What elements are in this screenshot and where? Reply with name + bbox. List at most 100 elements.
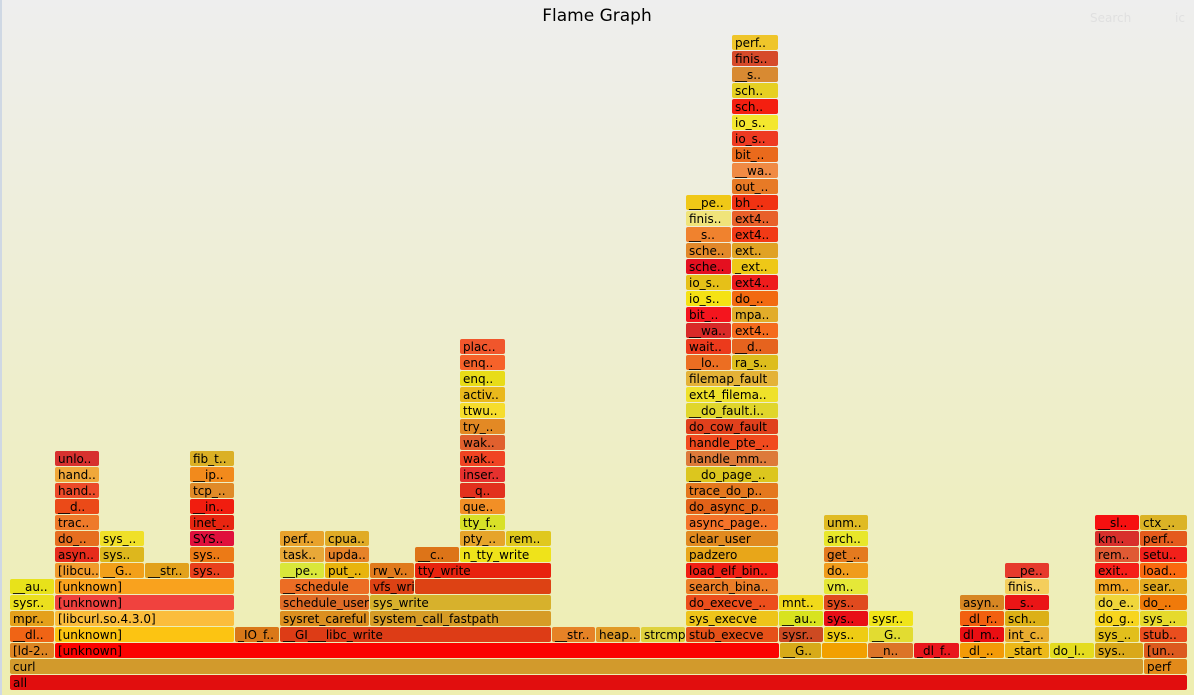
flame-frame[interactable]: schedule_user xyxy=(280,595,369,610)
flame-frame[interactable]: unm.. xyxy=(824,515,868,530)
flame-frame[interactable]: sys.. xyxy=(190,563,234,578)
flame-frame[interactable]: heap.. xyxy=(596,627,640,642)
flame-frame[interactable]: io_s.. xyxy=(732,131,778,146)
flame-frame[interactable]: put_.. xyxy=(325,563,369,578)
flame-frame[interactable]: ra_s.. xyxy=(732,355,778,370)
flame-frame[interactable]: sys_execve xyxy=(686,611,778,626)
flame-frame[interactable]: sys.. xyxy=(1095,643,1143,658)
flame-frame[interactable]: ext4.. xyxy=(732,227,778,242)
flame-frame[interactable]: ext4.. xyxy=(732,323,778,338)
flame-frame[interactable]: io_s.. xyxy=(686,275,731,290)
flame-frame[interactable]: unlo.. xyxy=(55,451,99,466)
flame-frame[interactable]: [unknown] xyxy=(55,579,234,594)
flame-frame[interactable]: [unknown] xyxy=(55,643,779,658)
flame-frame[interactable]: __n.. xyxy=(868,643,913,658)
flame-frame[interactable]: __GI___libc_write xyxy=(280,627,551,642)
flame-frame[interactable]: __G.. xyxy=(100,563,144,578)
flame-frame[interactable]: __s.. xyxy=(686,227,731,242)
flame-frame[interactable]: arch.. xyxy=(824,531,868,546)
flame-frame[interactable]: _start xyxy=(1005,643,1049,658)
flame-frame[interactable]: __do_fault.i.. xyxy=(686,403,778,418)
flame-frame[interactable]: wak.. xyxy=(460,451,505,466)
flame-frame[interactable]: plac.. xyxy=(460,339,505,354)
flame-frame[interactable]: mm.. xyxy=(1095,579,1139,594)
flame-frame[interactable] xyxy=(415,579,551,594)
flame-frame[interactable]: async_page.. xyxy=(686,515,778,530)
flame-frame[interactable]: get_.. xyxy=(824,547,868,562)
flame-frame[interactable]: inet_.. xyxy=(190,515,234,530)
flame-frame[interactable]: sch.. xyxy=(732,83,778,98)
flame-frame[interactable]: __d.. xyxy=(732,339,778,354)
flame-frame[interactable]: __G.. xyxy=(869,627,913,642)
flame-frame[interactable]: trac.. xyxy=(55,515,99,530)
flame-frame[interactable]: enq.. xyxy=(460,371,505,386)
flame-frame[interactable]: [unknown] xyxy=(55,627,234,642)
flame-frame[interactable]: do_l.. xyxy=(1050,643,1094,658)
flame-frame[interactable]: bit_.. xyxy=(686,307,731,322)
flame-frame[interactable]: ttwu.. xyxy=(460,403,505,418)
flame-frame[interactable]: all xyxy=(10,675,1187,690)
flame-frame[interactable]: curl xyxy=(10,659,1143,674)
flame-frame[interactable]: enq.. xyxy=(460,355,505,370)
flame-frame[interactable]: do_e.. xyxy=(1095,595,1139,610)
flame-frame[interactable]: sear.. xyxy=(1140,579,1187,594)
flame-frame[interactable]: __G.. xyxy=(780,643,821,658)
flame-frame[interactable]: handle_pte_.. xyxy=(686,435,778,450)
flame-frame[interactable]: __au.. xyxy=(779,611,823,626)
flame-frame[interactable]: strcmp xyxy=(641,627,686,642)
flame-frame[interactable]: __au.. xyxy=(10,579,54,594)
flame-frame[interactable]: __wa.. xyxy=(732,163,778,178)
flame-frame[interactable]: sys_write xyxy=(370,595,551,610)
flame-frame[interactable]: io_s.. xyxy=(732,115,778,130)
flame-frame[interactable]: mnt.. xyxy=(779,595,823,610)
flame-frame[interactable]: do_async_p.. xyxy=(686,499,778,514)
flame-frame[interactable]: do_cow_fault xyxy=(686,419,778,434)
flame-frame[interactable]: fib_t.. xyxy=(190,451,234,466)
flame-frame[interactable]: finis.. xyxy=(686,211,731,226)
flame-frame[interactable]: finis.. xyxy=(732,51,778,66)
flame-frame[interactable]: tty_write xyxy=(415,563,551,578)
flame-frame[interactable]: rw_v.. xyxy=(370,563,414,578)
flame-frame[interactable]: activ.. xyxy=(460,387,505,402)
flame-frame[interactable]: _IO_f.. xyxy=(235,627,279,642)
flame-frame[interactable]: tty_f.. xyxy=(460,515,505,530)
flame-frame[interactable]: upda.. xyxy=(325,547,369,562)
flame-frame[interactable]: SYS.. xyxy=(190,531,234,546)
flame-frame[interactable]: sys.. xyxy=(824,627,868,642)
search-button[interactable]: Search xyxy=(1090,11,1132,25)
flame-frame[interactable]: trace_do_p.. xyxy=(686,483,778,498)
flame-frame[interactable]: bh_.. xyxy=(732,195,778,210)
flame-frame[interactable]: load_elf_bin.. xyxy=(686,563,778,578)
flame-frame[interactable]: dl_m.. xyxy=(960,627,1004,642)
flame-frame[interactable]: __wa.. xyxy=(686,323,731,338)
flame-frame[interactable]: sysret_careful xyxy=(280,611,369,626)
flame-frame[interactable]: wak.. xyxy=(460,435,505,450)
flame-frame[interactable]: sch.. xyxy=(732,99,778,114)
flame-frame[interactable]: vm.. xyxy=(824,579,868,594)
flame-frame[interactable]: sysr.. xyxy=(779,627,823,642)
flame-frame[interactable]: mpa.. xyxy=(732,307,778,322)
flame-frame[interactable]: search_bina.. xyxy=(686,579,778,594)
flame-frame[interactable]: load.. xyxy=(1140,563,1187,578)
flame-frame[interactable]: do_.. xyxy=(1140,595,1187,610)
flame-frame[interactable]: sysr.. xyxy=(869,611,913,626)
flame-frame[interactable]: n_tty_write xyxy=(460,547,551,562)
flame-frame[interactable]: finis.. xyxy=(1005,579,1049,594)
flame-frame[interactable]: __pe.. xyxy=(280,563,324,578)
flame-frame[interactable]: sch.. xyxy=(1005,611,1049,626)
flame-frame[interactable]: __s.. xyxy=(1005,595,1049,610)
flame-frame[interactable]: sche.. xyxy=(686,259,731,274)
flame-frame[interactable]: __schedule xyxy=(280,579,369,594)
flame-frame[interactable]: do.. xyxy=(824,563,868,578)
flame-frame[interactable]: do_.. xyxy=(55,531,99,546)
flame-frame[interactable]: __do_page_.. xyxy=(686,467,778,482)
flame-frame[interactable]: mpr.. xyxy=(10,611,54,626)
flame-frame[interactable]: io_s.. xyxy=(686,291,731,306)
flame-frame[interactable]: ext4_filema.. xyxy=(686,387,778,402)
flame-frame[interactable]: sys.. xyxy=(824,595,868,610)
flame-frame[interactable]: sys_.. xyxy=(100,531,144,546)
flame-frame[interactable]: ctx_.. xyxy=(1140,515,1187,530)
flame-frame[interactable]: sys_.. xyxy=(1140,611,1187,626)
flame-frame[interactable]: perf.. xyxy=(1140,531,1187,546)
flame-frame[interactable]: __pe.. xyxy=(686,195,731,210)
